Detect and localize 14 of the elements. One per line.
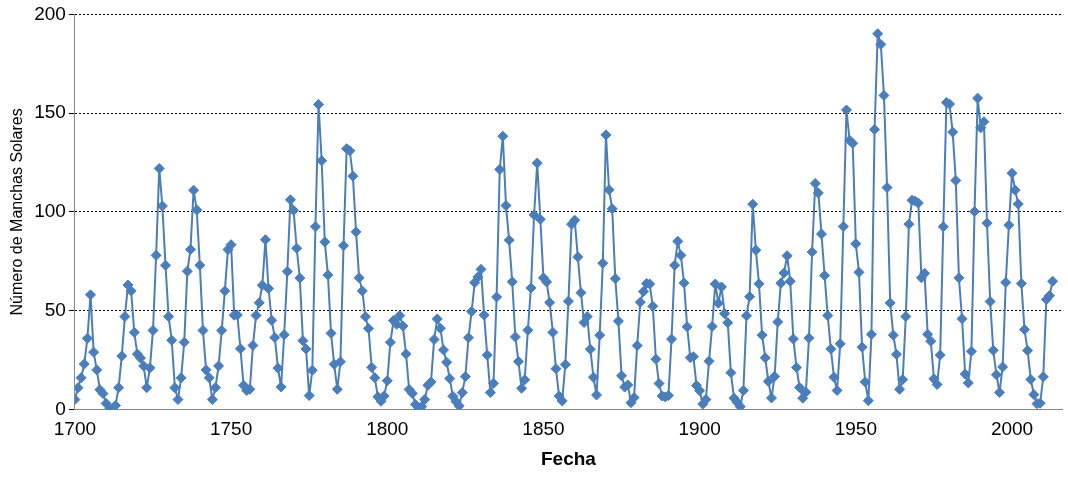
y-tick-label: 150 [34, 101, 66, 123]
y-tick-label: 0 [55, 397, 66, 419]
x-tick-label: 1850 [522, 418, 565, 440]
x-tick-label: 1900 [678, 418, 721, 440]
x-tick-label: 2000 [990, 418, 1034, 440]
y-tick-label: 50 [44, 298, 66, 320]
x-tick-label: 1950 [834, 418, 877, 440]
x-tick-label: 1800 [366, 418, 409, 440]
x-tick-label: 1750 [209, 418, 253, 440]
y-axis-title: Número de Manchas Solares [8, 108, 26, 316]
y-tick-label: 200 [34, 2, 66, 24]
x-tick-label: 1700 [53, 418, 97, 440]
y-tick-label: 100 [34, 200, 66, 222]
x-axis-title: Fecha [540, 447, 597, 469]
